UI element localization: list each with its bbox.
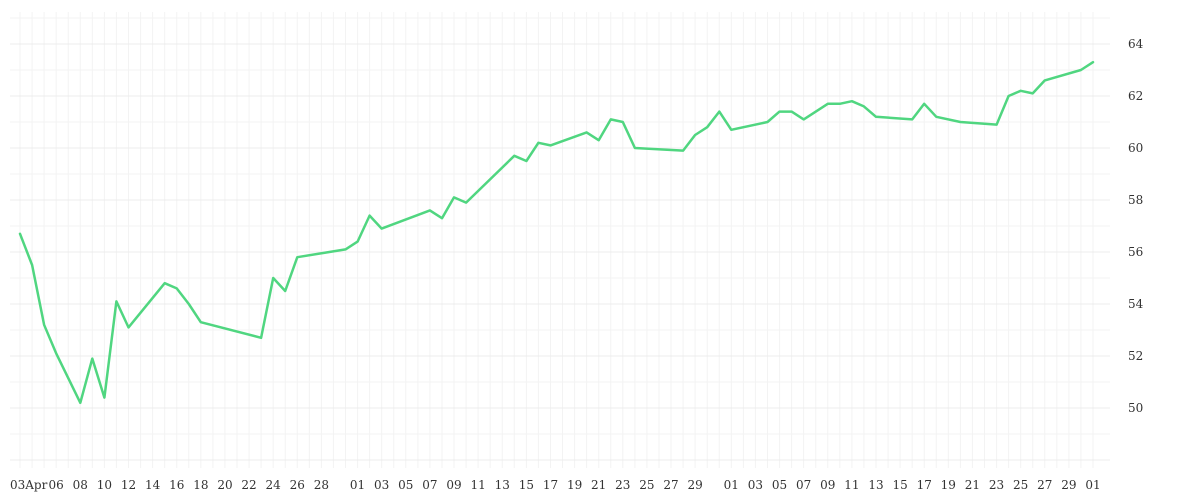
x-tick-label: 11: [844, 478, 859, 492]
x-tick-label: 19: [941, 478, 956, 492]
x-tick-label: 17: [543, 478, 558, 492]
x-tick-label: 13: [495, 478, 510, 492]
x-tick-label: 26: [290, 478, 305, 492]
x-tick-label: 03: [748, 478, 763, 492]
x-tick-label: 27: [1037, 478, 1052, 492]
x-tick-label: 13: [868, 478, 883, 492]
x-tick-label: 03: [374, 478, 389, 492]
x-tick-label: 18: [193, 478, 208, 492]
x-tick-label: 08: [73, 478, 88, 492]
x-tick-label: 05: [398, 478, 413, 492]
x-tick-label: 05: [772, 478, 787, 492]
x-tick-label: 07: [796, 478, 811, 492]
series-layer: [18, 60, 1095, 405]
y-tick-label: 60: [1128, 141, 1143, 155]
x-tick-label: 17: [917, 478, 932, 492]
x-tick-label: 19: [567, 478, 582, 492]
x-tick-label: 21: [965, 478, 980, 492]
x-tick-label: 06: [49, 478, 64, 492]
x-tick-label: 09: [446, 478, 461, 492]
y-tick-label: 50: [1128, 401, 1143, 415]
x-tick-label: 29: [688, 478, 703, 492]
x-tick-label: 29: [1061, 478, 1076, 492]
y-tick-label: 62: [1128, 89, 1143, 103]
y-tick-label: 52: [1128, 349, 1143, 363]
x-tick-label: 23: [615, 478, 630, 492]
x-tick-label: 15: [892, 478, 907, 492]
x-tick-label: 10: [97, 478, 112, 492]
x-tick-label: 22: [241, 478, 256, 492]
x-tick-label: 14: [145, 478, 161, 492]
x-tick-label: 21: [591, 478, 606, 492]
y-tick-label: 56: [1128, 245, 1143, 259]
x-tick-label: 23: [989, 478, 1004, 492]
x-tick-label: 20: [217, 478, 232, 492]
x-tick-label: 11: [470, 478, 485, 492]
x-tick-label: 03Apr: [10, 478, 48, 492]
x-tick-label: 28: [314, 478, 329, 492]
y-axis: 50 52 54 56 58 60 62 64: [1128, 37, 1144, 415]
x-tick-label: 15: [519, 478, 534, 492]
x-axis: 03Apr 06 08 10 12 14 16 18 20 22 24 26 28 01 03 05 07 09 1…: [10, 478, 1101, 492]
y-tick-label: 58: [1128, 193, 1143, 207]
x-tick-label: 12: [121, 478, 136, 492]
x-tick-label: 01: [350, 478, 365, 492]
y-tick-label: 64: [1128, 37, 1144, 51]
x-tick-label: 24: [266, 478, 282, 492]
x-tick-label: 01: [1085, 478, 1100, 492]
series-line: [18, 60, 1095, 405]
x-tick-label: 01: [724, 478, 739, 492]
x-tick-label: 16: [169, 478, 184, 492]
x-tick-label: 25: [639, 478, 654, 492]
x-tick-label: 07: [422, 478, 437, 492]
x-tick-label: 27: [663, 478, 678, 492]
x-tick-label: 09: [820, 478, 835, 492]
x-tick-label: 25: [1013, 478, 1028, 492]
y-tick-label: 54: [1128, 297, 1144, 311]
grid: [10, 12, 1110, 468]
